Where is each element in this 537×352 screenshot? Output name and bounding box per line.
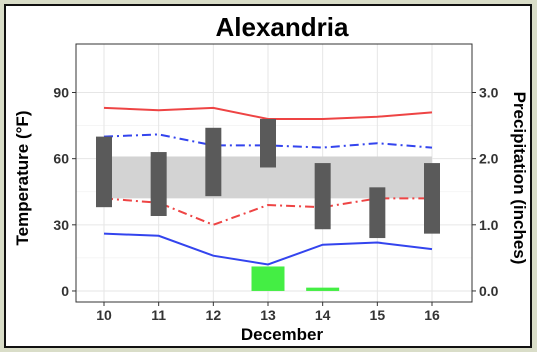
y2-tick-label-3: 3.0 <box>479 84 499 100</box>
x-axis-title: December <box>241 325 324 344</box>
series-line-3 <box>103 197 432 226</box>
y2-axis-title: Precipitation (inches) <box>510 92 529 265</box>
temp-range-bar-15 <box>369 187 386 239</box>
x-tick-label-10: 10 <box>96 307 112 323</box>
x-tick-label-12: 12 <box>206 307 222 323</box>
y2-tick-label-1: 1.0 <box>479 217 499 233</box>
plot-border <box>75 43 473 303</box>
y-tick-label-30: 30 <box>53 217 69 233</box>
chart: Alexandria 0 30 60 90 0.0 1.0 2.0 3.0 10 11 12 13 14… <box>13 12 529 344</box>
temp-range-bar-14 <box>314 163 331 230</box>
series-line-4 <box>103 232 433 266</box>
x-tick-label-11: 11 <box>151 307 166 323</box>
y2-tick-label-2: 2.0 <box>479 151 499 167</box>
y-axis-title: Temperature (°F) <box>13 111 32 246</box>
temp-range-bar-12 <box>205 127 222 197</box>
x-tick-label-16: 16 <box>424 307 440 323</box>
chart-frame: Alexandria 0 30 60 90 0.0 1.0 2.0 3.0 10 11 12 13 14… <box>4 4 532 348</box>
x-tick-label-13: 13 <box>260 307 276 323</box>
temp-range-bar-11 <box>150 152 167 216</box>
y-tick-label-90: 90 <box>53 85 69 101</box>
y-tick-label-0: 0 <box>61 283 69 299</box>
y-tick-label-60: 60 <box>53 151 69 167</box>
temp-range-bar-13 <box>260 118 276 168</box>
temp-range-bar-10 <box>96 136 112 208</box>
x-tick-label-15: 15 <box>370 307 386 323</box>
x-tick-label-14: 14 <box>315 307 331 323</box>
precip-bar-14 <box>306 287 340 291</box>
precip-bar-13 <box>251 266 285 291</box>
temp-range-bar-16 <box>424 163 440 234</box>
chart-title: Alexandria <box>216 12 349 42</box>
y2-tick-label-0: 0.0 <box>479 283 499 299</box>
